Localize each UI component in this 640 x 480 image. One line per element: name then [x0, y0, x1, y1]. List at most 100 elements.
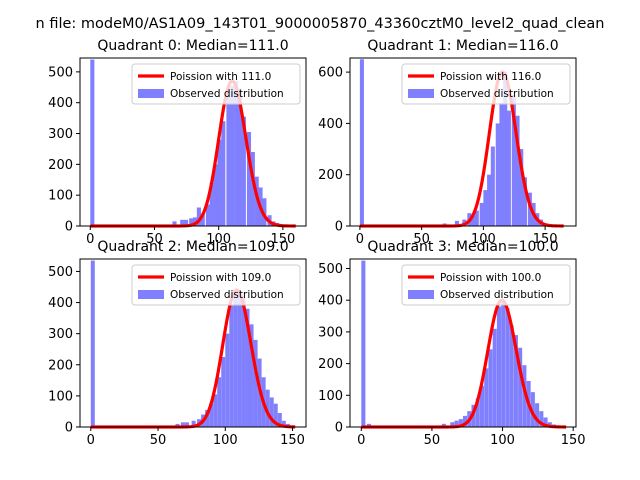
histogram-bar: [359, 59, 364, 227]
histogram-bar: [483, 190, 488, 226]
y-tick-label: 200: [318, 357, 343, 372]
histogram-bar: [226, 96, 231, 227]
x-tick-label: 50: [146, 232, 163, 247]
histogram-bar: [205, 409, 210, 427]
quadrant-3-title: Quadrant 3: Median=100.0: [367, 239, 558, 255]
quadrant-2-legend: Poission with 109.0 Observed distributio…: [131, 264, 301, 306]
histogram-bar: [237, 290, 242, 427]
histogram-bar: [221, 121, 226, 226]
axes-frame: [79, 57, 307, 227]
histogram-bar: [237, 88, 243, 227]
axes-frame: [349, 57, 577, 227]
histogram-bar: [229, 305, 234, 427]
y-tick-label: 400: [48, 296, 73, 311]
histogram-bar: [530, 392, 535, 427]
histogram-bar: [213, 394, 218, 427]
histogram-bar: [189, 218, 194, 226]
histogram-bar: [269, 397, 274, 427]
legend-label-observed: Observed distribution: [440, 289, 554, 301]
x-tick-label: 150: [561, 433, 586, 448]
y-tick-label: 0: [335, 220, 343, 235]
y-tick-label: 500: [318, 262, 343, 277]
histogram-bar: [499, 102, 504, 226]
y-tick-label: 500: [48, 65, 73, 80]
histogram-bar: [241, 116, 246, 226]
y-tick-label: 200: [318, 168, 343, 183]
legend-frame: [131, 63, 301, 105]
histogram-bar: [496, 306, 501, 427]
histogram-bar: [479, 202, 484, 226]
x-tick-label: 100: [206, 232, 231, 247]
y-tick-label: 400: [318, 117, 343, 132]
quadrant-3-panel: 0 50 100 150 0 100 200 300 400 500 Poission with …: [318, 239, 585, 448]
legend-label-poisson: Poission with 109.0: [170, 272, 271, 284]
histogram-bar: [454, 220, 460, 226]
histogram-bar: [490, 146, 495, 226]
histogram-bar: [474, 210, 479, 226]
x-tick-label: 0: [86, 232, 94, 247]
histogram-bar: [196, 207, 201, 226]
quadrant-0-panel: 0 50 100 150 0 100 200 300 400 500 Poission with …: [48, 38, 307, 247]
histogram-bar: [471, 215, 476, 226]
histogram-bar: [230, 85, 235, 226]
y-tick-label: 200: [48, 158, 73, 173]
histogram-bar: [505, 308, 510, 427]
y-tick-label: 400: [48, 96, 73, 111]
histogram-bar: [213, 164, 218, 226]
legend-frame: [131, 264, 301, 306]
histogram-bar: [522, 177, 527, 226]
x-tick-label: 50: [413, 232, 430, 247]
histogram-bar: [249, 324, 254, 427]
quadrant-0-title: Quadrant 0: Median=111.0: [97, 38, 288, 54]
quadrant-1-panel: 0 50 100 150 0 200 400 600 Poission with 116.0 …: [318, 38, 577, 247]
histogram-bar: [200, 213, 205, 226]
x-tick-label: 150: [280, 433, 305, 448]
legend-label-poisson: Poission with 100.0: [440, 272, 541, 284]
quadrant-2-plot-area: 0 50 100 150 0 100 200 300 400 500: [48, 258, 307, 448]
histogram-bar: [245, 308, 250, 427]
legend-frame: [401, 264, 571, 306]
histogram-bar: [475, 398, 480, 427]
histogram-bar: [90, 260, 95, 427]
histogram-bar: [509, 325, 514, 427]
quadrant-1-legend: Poission with 116.0 Observed distributio…: [401, 63, 571, 105]
histogram-bar: [217, 377, 222, 427]
quadrant-1-title: Quadrant 1: Median=116.0: [367, 38, 558, 54]
histogram-bar: [172, 221, 177, 226]
histogram-bar: [458, 419, 463, 427]
x-tick-label: 100: [471, 232, 496, 247]
histogram-bar: [501, 300, 506, 427]
x-tick-label: 150: [533, 232, 558, 247]
x-tick-label: 0: [357, 433, 365, 448]
axes-frame: [79, 258, 307, 428]
histogram-bar: [241, 296, 246, 427]
histogram-bar: [479, 385, 485, 427]
histogram-bar: [518, 347, 523, 427]
y-tick-label: 600: [318, 66, 343, 81]
histogram-bar: [488, 349, 493, 427]
y-tick-label: 400: [318, 294, 343, 309]
legend-label-observed: Observed distribution: [170, 88, 284, 100]
y-tick-label: 500: [48, 265, 73, 280]
histogram-bar: [254, 176, 259, 226]
y-tick-label: 0: [65, 220, 73, 235]
legend-label-poisson: Poission with 116.0: [440, 71, 541, 83]
x-tick-label: 0: [356, 232, 364, 247]
legend-label-observed: Observed distribution: [170, 289, 284, 301]
histogram-bar: [539, 411, 544, 427]
legend-frame: [401, 63, 571, 105]
quadrant-3-plot-area: 0 50 100 150 0 100 200 300 400 500: [318, 258, 586, 448]
histogram-bar: [543, 417, 548, 427]
histogram-bar: [180, 422, 185, 427]
histogram-bar: [361, 260, 366, 427]
quadrant-0-plot-area: 0 50 100 150 0 100 200 300 400 500: [48, 57, 307, 247]
axes-frame: [349, 258, 577, 428]
y-tick-label: 100: [48, 189, 73, 204]
histogram-bar: [535, 403, 540, 427]
histogram-bar: [506, 110, 511, 226]
histogram-bar: [191, 420, 196, 427]
legend-swatch-observed: [138, 290, 164, 299]
poisson-curve: [90, 288, 296, 429]
figure-suptitle: n file: modeM0/AS1A09_143T01_9000005870_…: [36, 16, 605, 32]
